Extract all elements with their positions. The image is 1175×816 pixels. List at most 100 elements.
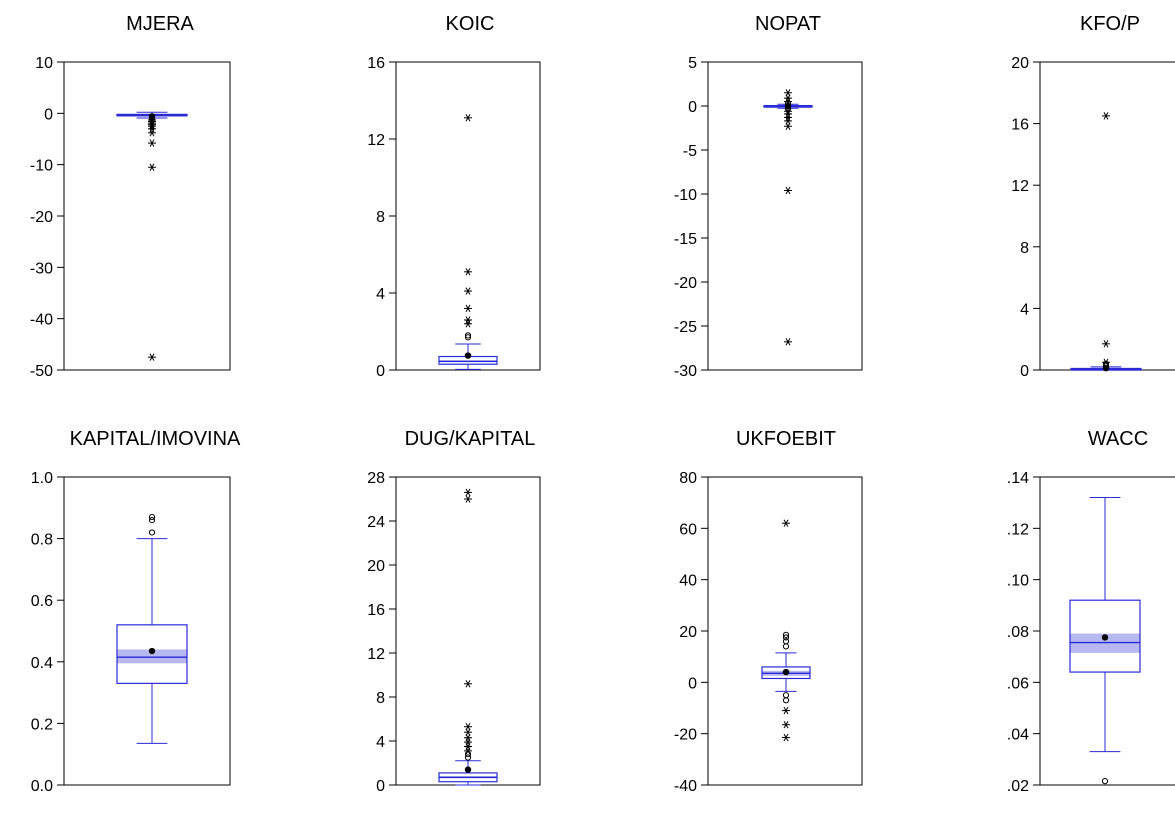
y-tick-label: 8 [376,690,385,707]
y-tick-label: .06 [1007,675,1029,692]
far-outlier [464,728,472,736]
y-tick-label: 0 [688,99,697,116]
y-tick-label: 20 [1011,55,1029,72]
mean-marker [464,766,472,773]
y-tick-label: 0 [688,675,697,692]
near-outlier [782,631,790,638]
far-outlier [464,495,472,503]
y-tick-label: -15 [674,231,697,248]
far-outlier-stroke [783,733,789,742]
far-outlier [464,268,472,276]
y-tick-label: 0 [1020,363,1029,380]
far-outlier [784,338,792,346]
y-tick-label: -5 [683,143,697,160]
chart-title: MJERA [126,13,194,35]
far-outlier-stroke [785,97,791,106]
near-outlier [782,634,790,641]
far-outlier-stroke [783,706,789,715]
median-ci-band [117,649,187,664]
far-outlier [464,488,472,497]
far-outlier-stroke [465,114,471,122]
near-outlier [782,643,790,650]
y-tick-label: 12 [1011,178,1029,195]
near-outlier [1102,360,1110,367]
far-outlier-stroke [465,304,471,313]
near-outlier [782,638,790,645]
mean-marker [148,647,156,655]
panel-5: DUG/KAPITAL 28 24 20 16 12 8 4 0 [367,428,541,795]
far-outlier [464,722,472,731]
panel-6: UKFOEBIT 80 60 40 20 0 -20 -40 [674,428,863,795]
far-outlier [464,316,472,324]
panel-1: KOIC 16 12 8 4 0 [367,13,541,380]
y-tick-label: 60 [679,521,697,538]
far-outlier [464,680,472,688]
far-outlier-stroke [1103,112,1109,120]
y-tick-label: -10 [674,187,697,204]
panel-3: KFO/P 20 16 12 8 4 0 [1011,13,1175,380]
panel-7: WACC .14 .12 .10 .08 .06 .04 .02 [1007,428,1175,795]
far-outlier [1102,340,1110,348]
far-outlier [464,742,472,751]
y-tick-label: -20 [674,727,697,744]
near-outlier [148,513,156,521]
y-tick-label: 0.8 [31,532,53,549]
y-tick-label: 5 [688,55,697,72]
y-tick-label: -40 [30,312,53,329]
chart-title: WACC [1088,428,1148,450]
far-outlier [784,117,792,125]
far-outlier [784,113,792,122]
far-outlier [464,304,472,313]
y-tick-label: 0 [376,778,385,795]
far-outlier [784,122,792,130]
y-tick-label: 8 [376,209,385,226]
far-outlier-stroke [149,163,155,171]
y-tick-label: 80 [679,470,697,487]
y-tick-label: -20 [30,209,53,226]
y-tick-label: -30 [674,363,697,380]
far-outlier-stroke [465,316,471,324]
far-outlier [148,139,156,147]
far-outlier-stroke [1103,358,1109,367]
far-outlier [148,353,156,361]
far-outlier [782,733,790,742]
y-tick-label: 0.0 [31,778,53,795]
far-outlier [1102,112,1110,120]
near-outlier [464,754,472,761]
far-outlier-stroke [465,287,471,295]
y-tick-label: .10 [1007,573,1029,590]
y-tick-label: 16 [367,602,385,619]
mean-marker [1101,634,1109,641]
far-outlier [148,163,156,171]
y-tick-label: -50 [30,363,53,380]
far-outlier-stroke [785,110,791,118]
chart-title: KAPITAL/IMOVINA [70,428,241,450]
mean-marker [464,352,472,359]
y-tick-label: 20 [367,558,385,575]
far-outlier [464,320,472,328]
mean-marker [782,668,790,676]
far-outlier [1102,358,1110,367]
y-tick-label: 16 [367,55,385,72]
y-tick-label: -20 [674,275,697,292]
y-tick-label: 0 [44,106,53,123]
far-outlier-stroke [785,122,791,130]
far-outlier [464,733,472,742]
far-outlier [782,720,790,729]
near-outlier [148,529,156,536]
far-outlier-stroke [1103,340,1109,348]
y-tick-label: .14 [1007,470,1029,487]
far-outlier-stroke [465,488,471,497]
far-outlier [784,94,792,102]
far-outlier-stroke [149,353,155,361]
near-outlier [1101,778,1109,785]
far-outlier-stroke [465,680,471,688]
y-tick-label: 28 [367,470,385,487]
y-tick-label: 0.2 [31,716,53,733]
plot-frame [707,61,863,371]
near-outlier [464,334,472,341]
far-outlier-stroke [465,495,471,503]
iqr-box [116,624,188,684]
y-tick-label: 0.4 [31,655,53,672]
y-tick-label: 4 [376,734,385,751]
